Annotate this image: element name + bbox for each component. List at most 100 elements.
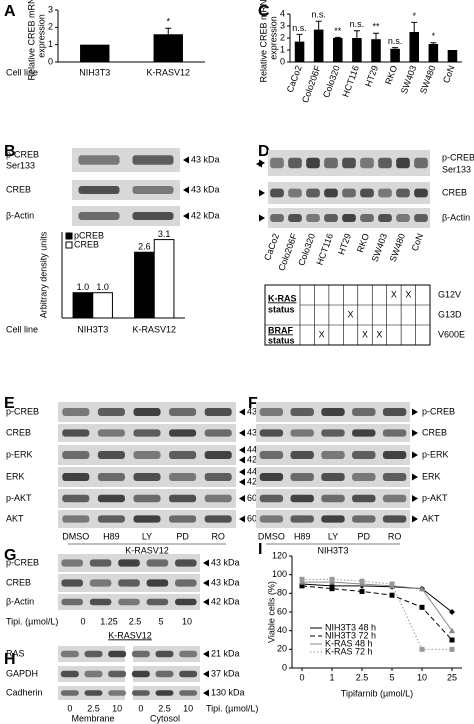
band [306, 188, 320, 198]
row-label: CREB [422, 427, 447, 437]
row-label: p-CREB [6, 149, 39, 159]
band [321, 473, 345, 481]
annotation: ** [372, 22, 380, 32]
arrowhead [239, 495, 245, 502]
band [306, 214, 320, 222]
size-label: 43 kDa [191, 154, 220, 164]
band [382, 451, 407, 459]
table-group: K-RAS [268, 293, 297, 303]
band [382, 429, 407, 437]
point [299, 576, 305, 582]
x-tick-label: 2.5 [356, 672, 369, 682]
legend-swatch [65, 232, 73, 240]
band [378, 188, 392, 198]
y-axis-label: expression [268, 16, 278, 60]
x-tick-label: K-RASV12 [132, 324, 176, 334]
bar [313, 29, 324, 63]
row-label: CREB [6, 577, 31, 587]
row-label: p-ERK [6, 449, 33, 459]
row-label: AKT [422, 513, 440, 523]
table-group: BRAF [268, 325, 293, 335]
band [97, 429, 125, 437]
y-axis-label: Viable cells (%) [266, 581, 276, 643]
band [204, 494, 232, 503]
series-line [301, 583, 453, 613]
point [419, 585, 425, 592]
x-tick-label: 10 [417, 672, 427, 682]
legend-label: K-RAS 48 h [325, 638, 373, 648]
point [359, 588, 365, 594]
band [97, 473, 125, 481]
band [133, 515, 161, 523]
lane-label: 2.5 [129, 616, 142, 626]
bar [409, 32, 419, 62]
band [290, 429, 314, 437]
band [259, 429, 284, 437]
band [146, 579, 169, 587]
arrowhead [203, 579, 209, 587]
bar [352, 38, 362, 62]
band [175, 559, 197, 567]
band [382, 515, 407, 523]
row-label: p-AKT [422, 493, 448, 503]
band [179, 670, 198, 678]
point [299, 579, 305, 585]
row-sublabel: Ser133 [442, 164, 471, 174]
lane-label: H89 [294, 531, 311, 541]
band [290, 494, 314, 503]
table-group: status [268, 304, 295, 314]
band [61, 579, 83, 587]
size-label: 43 kDa [211, 557, 240, 567]
legend-label: CREB [74, 239, 99, 249]
band [155, 670, 174, 678]
lane-label: HCT116 [314, 232, 335, 266]
band [97, 494, 125, 503]
band [204, 473, 232, 481]
arrowhead [412, 408, 418, 416]
row-label: β-Actin [442, 212, 470, 222]
table-mark: X [319, 329, 325, 339]
band [133, 429, 161, 437]
band [179, 690, 198, 696]
lane-label: H89 [103, 531, 120, 541]
error-bar [315, 20, 322, 30]
band [118, 579, 140, 587]
arrowhead [412, 515, 418, 523]
arrowhead [259, 214, 265, 222]
x-tick-label: 25 [447, 672, 457, 682]
band [270, 214, 284, 222]
size-label: 43 kDa [211, 577, 240, 587]
band [290, 515, 314, 523]
lane-label: PD [358, 531, 371, 541]
size-label: 42 kDa [211, 596, 240, 606]
arrowhead [239, 478, 245, 486]
y-axis-label: Arbitrary density units [38, 231, 48, 318]
arrowhead [239, 468, 245, 476]
band [321, 494, 345, 503]
band [131, 690, 150, 696]
error-bar [296, 33, 303, 42]
band [60, 690, 79, 696]
band [321, 429, 345, 437]
band [378, 214, 392, 222]
row-label: ERK [422, 471, 441, 481]
x-tick-label: 1 [329, 672, 334, 682]
band [352, 515, 376, 523]
point [389, 592, 395, 598]
arrowhead [239, 456, 245, 464]
point [359, 578, 365, 584]
row-label: p-CREB [422, 406, 455, 416]
band [382, 408, 407, 416]
arrowhead [203, 650, 209, 658]
band [321, 515, 345, 523]
row-label: RAS [6, 648, 25, 658]
lane-label: 5 [158, 616, 163, 626]
annotation: * [166, 17, 170, 27]
band [62, 408, 90, 416]
x-tick-label: SW480 [418, 64, 437, 95]
annotation: n.s. [311, 10, 326, 20]
band [89, 598, 112, 606]
y-axis-label: expression [36, 14, 46, 58]
y-tick-label: 120 [272, 550, 287, 560]
table-mark: X [391, 289, 397, 299]
